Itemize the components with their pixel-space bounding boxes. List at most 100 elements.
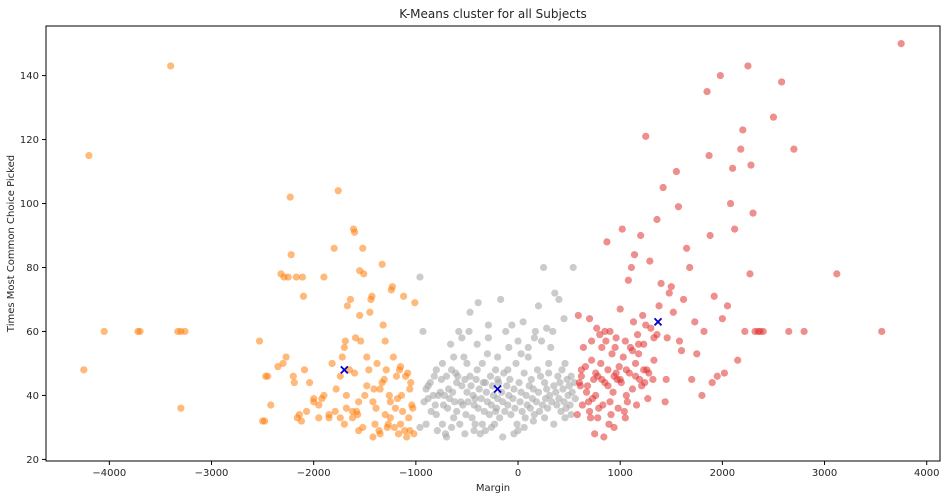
- cluster-2-point: [535, 407, 544, 416]
- x-axis: −4000 −3000 −2000 −1000 0 1000 2000 3000 4000: [92, 461, 939, 479]
- cluster-2-point: [462, 411, 470, 419]
- cluster-2-point: [549, 327, 557, 336]
- cluster-2-point: [481, 427, 489, 435]
- cluster-1-point: [404, 369, 412, 377]
- cluster-3-point: [744, 62, 752, 70]
- cluster-3-point: [592, 391, 600, 400]
- cluster-1-point: [390, 423, 399, 432]
- cluster-3-point: [646, 257, 654, 265]
- cluster-2-point: [561, 414, 569, 422]
- cluster-3-point: [706, 231, 714, 240]
- cluster-1-point: [289, 372, 297, 380]
- cluster-3-point: [679, 295, 688, 304]
- cluster-3-point: [878, 327, 886, 336]
- cluster-1-point: [410, 430, 418, 438]
- cluster-1-point: [310, 395, 318, 403]
- points-layer: [80, 39, 905, 441]
- cluster-2-point: [468, 414, 476, 422]
- cluster-2-point: [463, 388, 471, 396]
- cluster-1-point: [290, 379, 298, 387]
- cluster-3-point: [627, 263, 636, 272]
- y-tick-label: 120: [20, 135, 39, 146]
- cluster-2-point: [483, 350, 491, 358]
- cluster-2-point: [448, 423, 456, 432]
- cluster-3-point: [726, 199, 735, 208]
- cluster-3-point: [698, 391, 706, 400]
- cluster-2-point: [507, 411, 515, 419]
- cluster-1-point: [392, 372, 401, 380]
- cluster-3-point: [577, 372, 585, 380]
- cluster-3-point: [598, 343, 606, 352]
- cluster-2-point: [474, 404, 482, 412]
- cluster-3-point: [625, 369, 633, 377]
- cluster-1-point: [328, 359, 336, 368]
- cluster-2-point: [491, 366, 500, 374]
- cluster-3-point: [606, 398, 614, 406]
- cluster-3-point: [574, 311, 582, 320]
- cluster-2-point: [568, 388, 576, 396]
- cluster-2-point: [465, 327, 473, 336]
- cluster-2-point: [510, 430, 518, 438]
- cluster-1-point: [338, 353, 346, 361]
- x-tick-label: 1000: [607, 468, 632, 479]
- cluster-3-point: [747, 161, 755, 169]
- cluster-3-point: [612, 369, 620, 377]
- cluster-3-point: [615, 363, 623, 371]
- cluster-2-point: [424, 382, 432, 390]
- cluster-2-point: [537, 337, 546, 345]
- cluster-1-point: [373, 359, 381, 368]
- cluster-2-point: [466, 308, 474, 316]
- cluster-3-point: [720, 369, 729, 377]
- cluster-2-point: [450, 353, 458, 361]
- cluster-3-point: [607, 411, 615, 419]
- cluster-2-point: [519, 318, 527, 326]
- cluster-3-point: [587, 337, 596, 345]
- cluster-2-point: [493, 353, 502, 361]
- cluster-1-point: [411, 299, 419, 307]
- cluster-3-point: [741, 327, 749, 336]
- cluster-3-point: [577, 366, 585, 374]
- cluster-2-point: [438, 420, 447, 428]
- cluster-2-point: [526, 404, 534, 412]
- cluster-1-point: [382, 366, 390, 374]
- cluster-1-point: [378, 379, 386, 387]
- cluster-3-point: [601, 327, 609, 336]
- cluster-2-point: [532, 398, 541, 406]
- cluster-1-point: [336, 414, 344, 422]
- cluster-2-point: [571, 395, 579, 403]
- cluster-2-point: [551, 289, 559, 297]
- cluster-2-point: [561, 359, 569, 368]
- cluster-1-point: [282, 353, 290, 361]
- cluster-2-point: [570, 379, 578, 387]
- cluster-3-point: [623, 398, 631, 406]
- cluster-3-point: [675, 337, 684, 345]
- cluster-1-point: [332, 385, 340, 393]
- cluster-1-point: [350, 228, 359, 236]
- cluster-1-point: [320, 273, 328, 281]
- cluster-1-point: [302, 407, 311, 416]
- cluster-3-point: [582, 388, 591, 396]
- cluster-3-point: [597, 359, 605, 368]
- cluster-3-point: [749, 209, 757, 217]
- cluster-2-point: [460, 353, 468, 361]
- cluster-2-point: [497, 295, 505, 304]
- cluster-3-point: [618, 225, 626, 233]
- cluster-1-point: [376, 385, 384, 393]
- cluster-1-point: [386, 398, 394, 406]
- cluster-2-point: [506, 375, 514, 384]
- cluster-1-point: [356, 311, 364, 320]
- cluster-2-point: [524, 343, 532, 352]
- cluster-3-point: [594, 414, 602, 422]
- cluster-3-point: [622, 391, 630, 400]
- cluster-2-point: [481, 379, 489, 387]
- cluster-3-point: [800, 327, 808, 336]
- centroid-marker: [493, 384, 502, 394]
- cluster-2-point: [518, 407, 526, 416]
- cluster-2-point: [521, 414, 529, 422]
- cluster-3-point: [716, 71, 724, 80]
- cluster-3-point: [642, 132, 650, 140]
- cluster-3-point: [604, 366, 612, 374]
- cluster-1-point: [372, 404, 380, 412]
- cluster-3-point: [585, 315, 594, 323]
